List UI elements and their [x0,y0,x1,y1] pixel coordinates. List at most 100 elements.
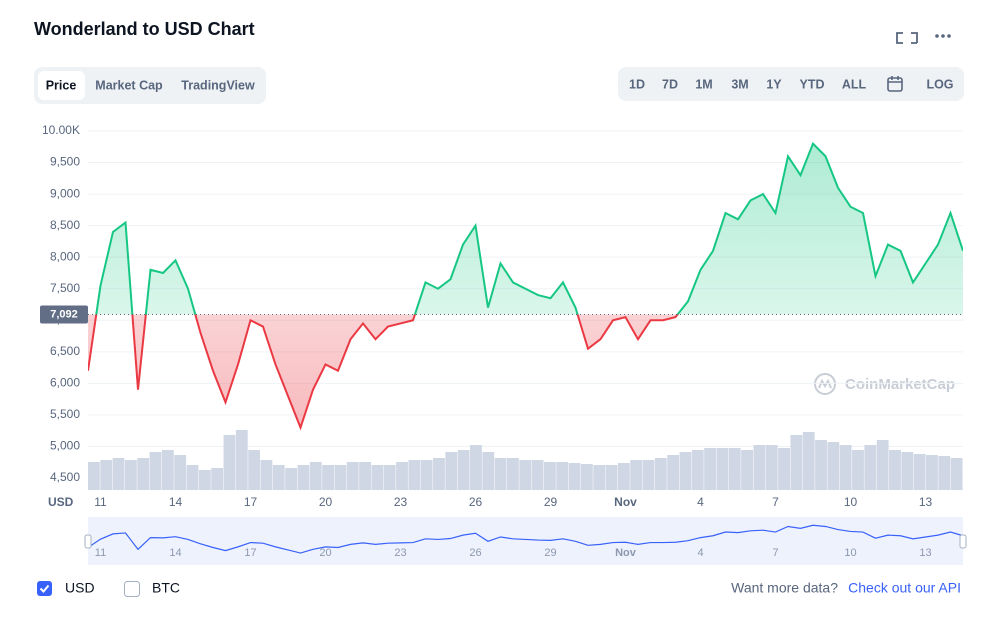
volume-bar [174,455,187,490]
volume-bar [494,458,507,490]
volume-bar [913,454,926,490]
navigator-tick-label: 11 [95,547,106,559]
volume-bar [716,448,729,490]
range-button[interactable]: 1M [695,77,712,91]
navigator-tick-label: 13 [919,547,931,559]
volume-bar [260,460,273,490]
y-tick-label: 10.00K [42,123,80,137]
tab[interactable]: TradingView [181,78,255,92]
volume-bar [630,460,643,490]
range-button[interactable]: ALL [842,77,867,91]
volume-bar [901,452,914,490]
navigator-handle[interactable] [959,534,967,549]
y-tick-label: 9,500 [50,155,80,169]
footer-text: Want more data? [731,580,838,596]
volume-bar [124,460,137,490]
range-button[interactable]: 1D [629,77,645,91]
volume-bar [519,460,532,490]
volume-bar [445,452,458,490]
baseline-label-bg [40,305,88,324]
volume-bar [211,468,224,490]
baseline-label: 7,092 [50,308,78,320]
calendar-icon[interactable] [887,76,903,92]
volume-bar [568,463,581,490]
range-button[interactable]: YTD [800,77,825,91]
volume-bar [297,465,310,490]
volume-bar [396,462,408,490]
volume-bar [741,450,753,490]
volume-bar [679,452,692,490]
navigator-tick-label: 17 [244,547,256,559]
volume-bar [272,465,285,490]
volume-bar [876,440,889,490]
volume-bar [654,458,667,490]
checkbox-usd[interactable] [37,581,52,596]
x-tick-label: 13 [919,495,933,509]
volume-bar [149,452,162,490]
volume-bar [938,456,951,490]
volume-bar [790,435,803,490]
volume-bar [383,465,396,490]
volume-bar [346,462,359,490]
volume-bar [408,460,421,490]
x-tick-label: 10 [844,495,858,509]
y-tick-label: 7,500 [50,281,80,295]
tab[interactable]: Price [46,78,77,92]
range-button[interactable]: LOG [926,77,953,91]
volume-bar [322,465,334,490]
x-tick-label: 14 [169,495,183,509]
volume-bar [457,450,470,490]
y-tick-label: 6,500 [50,344,80,358]
volume-bar [137,458,150,490]
volume-bar [161,450,174,490]
volume-bar [186,465,199,490]
footer-link[interactable]: Check out our API [848,580,961,596]
tab[interactable]: Market Cap [95,78,163,92]
x-tick-label: 23 [394,495,408,509]
volume-bar [223,435,236,490]
navigator-tick-label: Nov [615,547,637,559]
volume-bar [667,455,680,490]
navigator-handle[interactable] [84,534,92,549]
y-tick-label: 8,000 [50,249,80,263]
volume-bar [605,465,618,490]
volume-bar [556,462,569,490]
watermark-logo [814,373,836,395]
volume-bar [802,432,815,490]
range-button[interactable]: 7D [662,77,678,91]
volume-bar [617,463,630,490]
volume-bar [334,465,347,490]
x-tick-label: 20 [319,495,333,509]
volume-bar [778,448,790,490]
navigator-tick-label: 26 [469,547,481,559]
watermark: CoinMarketCap [845,376,955,393]
more-icon[interactable] [935,34,951,38]
volume-bar [753,445,766,490]
volume-bar [839,445,852,490]
y-tick-label: 5,000 [50,439,80,453]
checkbox-btc[interactable] [124,581,140,597]
volume-bar [285,468,298,490]
volume-bar [198,470,211,490]
volume-bar [371,465,384,490]
area-down [88,314,678,428]
volume-bar [531,460,544,490]
x-tick-label: 26 [469,495,483,509]
range-button[interactable]: 3M [731,77,748,91]
volume-bar [864,445,877,490]
x-tick-label: 17 [244,495,258,509]
volume-bar [88,462,100,490]
navigator-tick-label: 20 [319,547,331,559]
volume-bar [728,448,741,490]
y-tick-label: 5,500 [50,407,80,421]
volume-bar [926,455,938,490]
range-button[interactable]: 1Y [766,77,782,91]
fullscreen-icon[interactable] [896,32,918,44]
y-tick-label: 8,500 [50,218,80,232]
navigator-tick-label: 14 [169,547,181,559]
volume-bar [359,462,371,490]
price-line-down [88,314,679,431]
volume-bar [470,445,482,490]
check [39,584,50,593]
